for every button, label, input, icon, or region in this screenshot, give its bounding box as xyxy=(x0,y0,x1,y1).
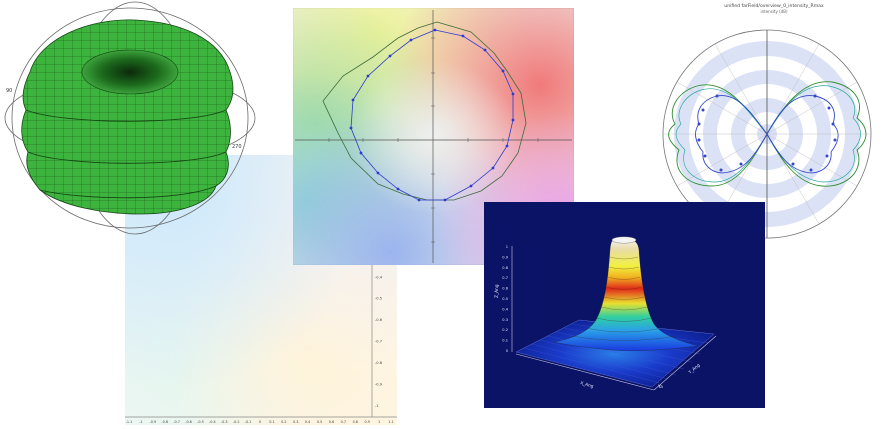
surface-y-axis xyxy=(653,335,717,391)
pastel-y-tick-label: -0.7 xyxy=(375,340,382,344)
surface-z-tick-label: 0.8 xyxy=(502,266,508,270)
torus-right-label: 270 xyxy=(232,144,242,150)
surface-z-tick-label: 0.2 xyxy=(502,328,508,332)
surface-x-axis-label: X_Ang xyxy=(579,380,594,390)
pastel-x-tick-label: -1.1 xyxy=(126,420,133,424)
pastel-x-tick-label: -0.6 xyxy=(185,420,192,424)
radar-lobe-inner-blue xyxy=(695,95,839,174)
pastel-y-tick-label: -0.8 xyxy=(375,361,383,365)
surface-peak-top xyxy=(611,236,637,244)
pastel-y-tick-label: -1 xyxy=(375,404,379,408)
pastel-x-tick-label: -0.4 xyxy=(209,420,216,424)
pastel-x-tick-label: 0.4 xyxy=(305,420,310,424)
pastel-x-tick-label: 0.5 xyxy=(317,420,322,424)
surface-z-tick-label: 1 xyxy=(506,245,508,249)
surface-z-tick-label: 0.6 xyxy=(502,287,508,291)
surface-y-axis-label: Y_Ang xyxy=(687,362,702,376)
pastel-x-tick-label: -0.7 xyxy=(173,420,180,424)
pastel-x-tick-label: 0.2 xyxy=(281,420,286,424)
torus-layer-bands xyxy=(25,109,227,199)
pastel-x-tick-label: 0.6 xyxy=(329,420,334,424)
surface-z-tick-label: 0.9 xyxy=(502,255,508,259)
surface-3d-plot: 1 0.9 0.8 0.7 0.6 0.5 0.4 0.3 0.2 0.1 0 Z_Ang X_An… xyxy=(484,202,765,408)
surface-peak-contours xyxy=(571,256,677,341)
polar-plot-canvas xyxy=(292,7,575,266)
torus-body xyxy=(21,19,234,215)
surface-peak xyxy=(553,237,699,351)
surface-z-tick-label: 0 xyxy=(506,349,509,353)
torus-center-hole xyxy=(81,49,179,95)
pastel-y-tick-label: -0.6 xyxy=(375,318,383,322)
polar-curve-blue-markers xyxy=(349,28,515,202)
pastel-x-tick-label: -0.5 xyxy=(197,420,204,424)
pastel-x-tick-label: 1 xyxy=(378,420,380,424)
surface-z-tick-label: 0.5 xyxy=(502,297,508,301)
pastel-x-tick-label: 0.1 xyxy=(269,420,274,424)
pastel-x-tick-label: -0.1 xyxy=(245,420,252,424)
radar-subtitle: intensity (dB) xyxy=(760,9,787,14)
pastel-y-tick-label: -0.5 xyxy=(375,297,382,301)
polar-hue-plot xyxy=(292,7,575,266)
pastel-x-tick-label: 0.9 xyxy=(364,420,369,424)
pastel-x-tick-label: -0.8 xyxy=(161,420,168,424)
pastel-x-ticks: -1.1 -1 -0.9 -0.8 -0.7 -0.6 -0.5 -0.4 -0.3 -0.2 -0… xyxy=(126,420,394,424)
pastel-x-tick-label: 0.8 xyxy=(353,420,358,424)
radar-lobe-inner-markers xyxy=(697,94,837,172)
radar-plot-canvas: unified farField/overview_0_intensity_Rm… xyxy=(662,3,872,239)
surface-z-tick-label: 0.1 xyxy=(502,339,508,343)
torus-plot-canvas: 90 270 xyxy=(4,1,256,235)
pastel-y-tick-label: -0.4 xyxy=(375,275,383,279)
polar-curve-blue xyxy=(350,29,514,201)
surface-z-tick-label: 0.4 xyxy=(502,307,508,311)
pastel-x-tick-label: 0.3 xyxy=(293,420,298,424)
polar-intensity-plot: unified farField/overview_0_intensity_Rm… xyxy=(657,0,892,240)
surface-z-tick-label: 0.7 xyxy=(502,276,508,280)
pastel-x-tick-label: -0.9 xyxy=(150,420,157,424)
surface-z-ticks: 1 0.9 0.8 0.7 0.6 0.5 0.4 0.3 0.2 0.1 0 xyxy=(502,245,508,353)
pastel-x-tick-label: -0.2 xyxy=(233,420,240,424)
surface-x-axis xyxy=(515,353,655,391)
pastel-x-tick-label: 1.1 xyxy=(388,420,393,424)
polar-tick-marks xyxy=(328,37,539,243)
pastel-x-tick-label: -1 xyxy=(139,420,142,424)
surface-corner-label: Ya xyxy=(657,384,663,390)
pastel-x-tick-label: 0 xyxy=(259,420,261,424)
torus-left-label: 90 xyxy=(6,88,12,94)
radar-title: unified farField/overview_0_intensity_Rm… xyxy=(724,3,824,9)
pastel-x-tick-label: -0.3 xyxy=(221,420,228,424)
pastel-x-tick-label: 0.7 xyxy=(341,420,346,424)
surface-z-axis-label: Z_Ang xyxy=(494,284,500,298)
pastel-y-tick-label: -0.9 xyxy=(375,383,383,387)
torus-3d-plot: 90 270 xyxy=(0,0,262,240)
surface-z-tick-label: 0.3 xyxy=(502,318,508,322)
surface-plot-canvas: 1 0.9 0.8 0.7 0.6 0.5 0.4 0.3 0.2 0.1 0 Z_Ang X_An… xyxy=(494,236,717,391)
